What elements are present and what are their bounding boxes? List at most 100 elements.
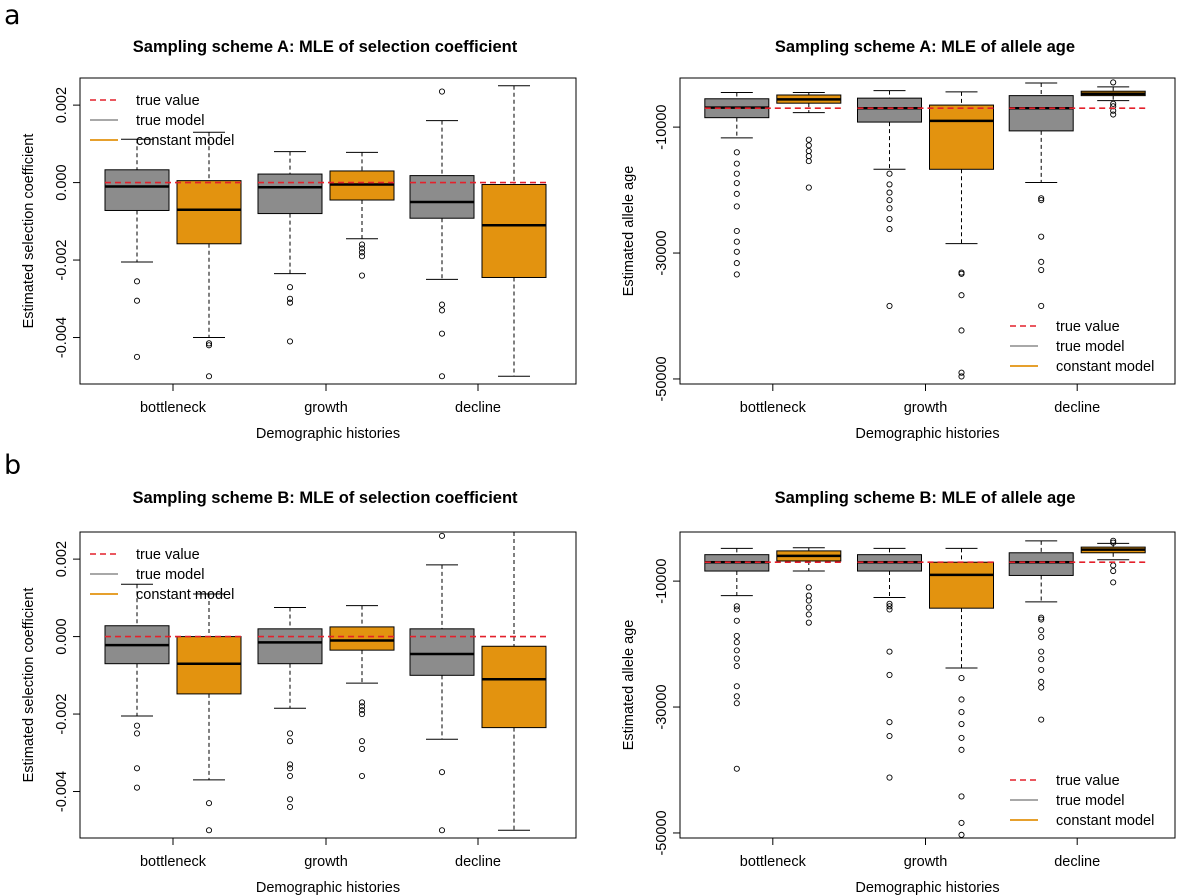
x-tick-label: decline [1054,854,1100,870]
outlier-point [886,215,893,223]
outlier-point [286,738,294,745]
outlier-point [1110,539,1117,546]
legend-label-true-model: true model [136,113,205,129]
outlier-point [133,784,141,791]
chart-title: Sampling scheme B: MLE of selection coef… [132,489,518,507]
outlier-point [805,619,812,626]
outlier-point [733,203,740,210]
outlier-point [1038,627,1045,634]
outlier-point [1038,616,1045,623]
outlier-point [358,245,366,252]
outlier-point [733,238,740,245]
outlier-point [805,597,812,604]
outlier-point [1110,111,1117,118]
y-tick-label: -0.002 [54,693,70,734]
outlier-point [886,302,893,309]
legend-label-true-value: true value [1056,319,1120,335]
outlier-point [958,292,965,299]
outlier-point [886,197,893,204]
x-tick-label: growth [904,854,948,870]
y-axis-title: Estimated selection coefficient [21,588,37,783]
outlier-point [1038,258,1045,265]
outlier-point [886,189,893,196]
y-tick-label: -10000 [654,559,670,604]
outlier-point [358,253,366,260]
outlier-point [286,796,294,803]
outlier-point [358,703,366,710]
outlier-point [1038,684,1045,691]
outlier-point [358,738,366,745]
outlier-point [205,800,213,807]
outlier-point [358,707,366,714]
box-iqr [176,636,242,695]
outlier-point [733,606,740,613]
outlier-point [733,248,740,255]
outlier-point [733,190,740,197]
outlier-point [358,241,366,248]
box-constant-model [176,593,242,834]
y-tick-label: -0.004 [54,317,70,358]
outlier-point [286,765,294,772]
x-tick-label: decline [455,854,501,870]
outlier-point [958,327,965,334]
box-constant-model [329,151,395,279]
box-iqr [1008,552,1074,576]
outlier-point [733,149,740,156]
y-axis-title: Estimated selection coefficient [21,134,37,329]
chart-4: Sampling scheme B: MLE of allele age -500… [621,489,1176,896]
outlier-point [1110,579,1117,586]
chart-3: Sampling scheme B: MLE of selection coef… [21,489,577,896]
outlier-point [886,603,893,610]
chart-1: Sampling scheme A: MLE of selection coef… [21,38,577,442]
outlier-point [286,299,294,306]
outlier-point [805,604,812,611]
outlier-point [733,639,740,646]
box-true-model [1008,82,1074,309]
box-constant-model [776,91,842,191]
y-tick-label: -0.004 [54,771,70,812]
x-axis-title: Demographic histories [256,880,400,896]
box-true-model [409,532,475,834]
box-iqr [104,169,170,211]
outlier-point [886,606,893,613]
outlier-point [205,373,213,380]
outlier-point [1038,656,1045,663]
box-true-model [104,583,170,791]
outlier-point [286,803,294,811]
y-tick-label: -10000 [654,105,670,150]
outlier-point [733,683,740,690]
legend: true value true model constant model [90,547,234,603]
box-iqr [257,173,323,215]
outlier-point [733,765,740,772]
outlier-point [733,160,740,167]
outlier-point [886,774,893,781]
legend-label-constant-model: constant model [136,587,234,603]
outlier-point [133,765,141,772]
box-true-model [857,547,923,781]
box-constant-model [776,547,842,626]
box-iqr [176,180,242,245]
outlier-point [733,617,740,624]
chart-title: Sampling scheme A: MLE of selection coef… [133,38,518,56]
outlier-point [358,711,366,718]
outlier-point [1038,233,1045,240]
outlier-point [358,699,366,706]
outlier-point [886,226,893,233]
legend-label-true-value: true value [1056,773,1120,789]
plot-frame [679,531,1176,839]
outlier-point [286,761,294,768]
x-tick-label: bottleneck [740,854,807,870]
outlier-point [205,340,213,347]
outlier-point [1110,537,1117,544]
outlier-point [1038,302,1045,309]
outlier-point [1110,79,1117,86]
outlier-point [805,611,812,618]
outlier-point [358,745,366,752]
box-constant-model [329,605,395,780]
chart-title: Sampling scheme B: MLE of allele age [775,489,1076,507]
panel-letter-b: b [4,450,21,481]
outlier-point [958,369,965,376]
outlier-point [733,700,740,707]
outlier-point [133,730,141,737]
outlier-point [1038,614,1045,621]
